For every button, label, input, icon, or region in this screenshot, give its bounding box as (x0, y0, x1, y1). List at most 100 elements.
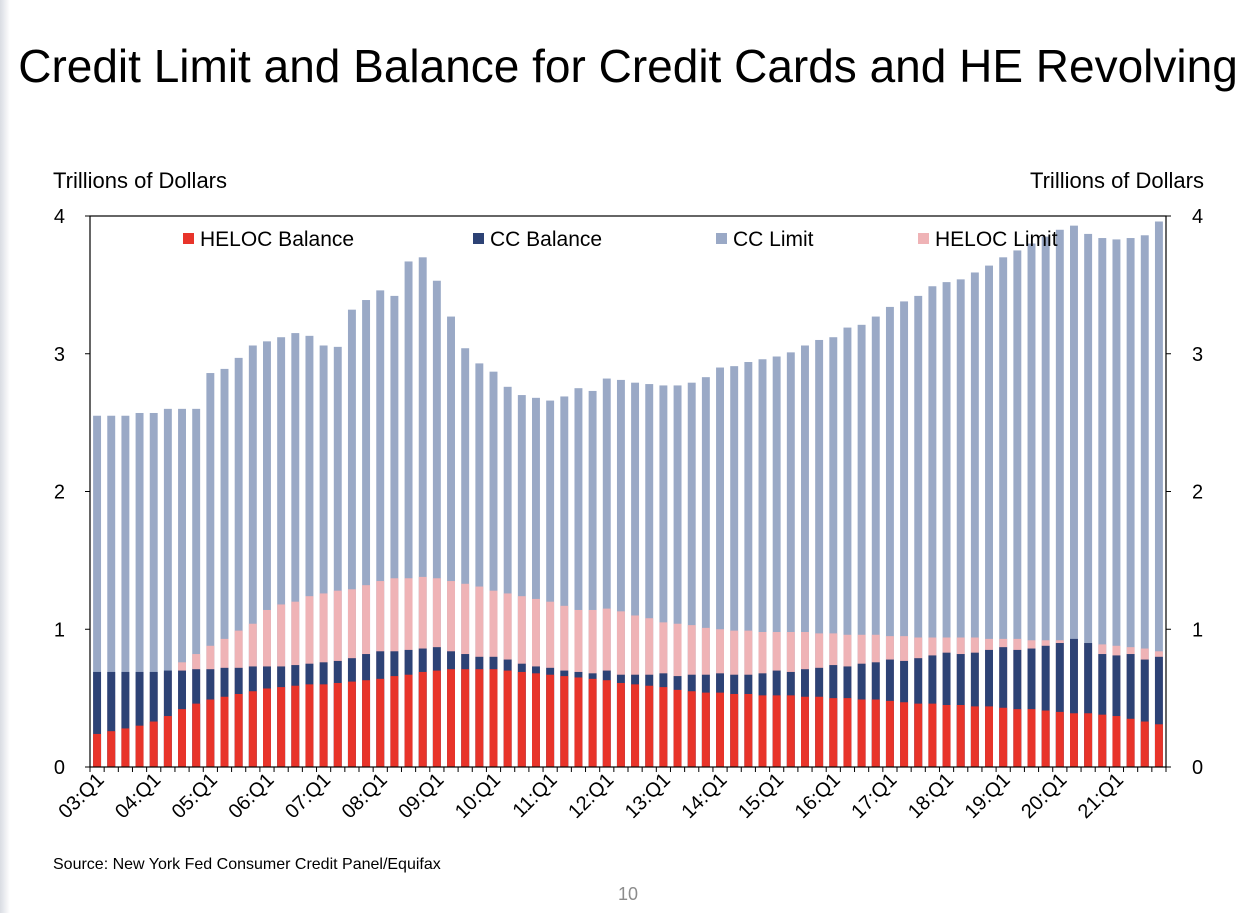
cc-limit-bar (1027, 243, 1036, 768)
heloc-balance-bar (1126, 718, 1135, 767)
cc-balance-bar (1084, 643, 1093, 767)
cc-limit-bar (1041, 236, 1050, 767)
cc-limit-bar (517, 395, 526, 767)
cc-limit-bar (121, 415, 130, 767)
heloc-balance-bar (659, 687, 668, 767)
cc-limit-bar (319, 345, 328, 767)
heloc-balance-bar (701, 692, 710, 767)
cc-limit-bar (574, 388, 583, 767)
cc-limit-bar (503, 386, 512, 767)
x-tick-label: 04:Q1 (111, 769, 165, 823)
x-tick-label: 12:Q1 (564, 769, 618, 823)
x-tick-label: 05:Q1 (168, 769, 222, 823)
legend-swatch (473, 233, 484, 244)
heloc-balance-bar (333, 682, 342, 767)
cc-limit-bar (206, 373, 215, 767)
heloc-balance-bar (829, 698, 838, 768)
heloc-balance-bar (1112, 716, 1121, 767)
heloc-balance-bar (390, 676, 399, 767)
x-tick-label: 07:Q1 (281, 769, 335, 823)
cc-limit-bar (645, 384, 654, 767)
heloc-balance-bar (730, 693, 739, 767)
heloc-balance-bar (744, 693, 753, 767)
heloc-balance-bar (574, 677, 583, 767)
y-tick-label-left: 0 (54, 757, 65, 779)
cc-limit-bar (772, 356, 781, 767)
cc-limit-bar (871, 316, 880, 767)
cc-limit-bar (843, 327, 852, 767)
y-tick-label-right: 3 (1192, 344, 1203, 366)
cc-balance-bar (1126, 654, 1135, 767)
heloc-balance-bar (305, 684, 314, 767)
y-tick-label-left: 2 (54, 482, 65, 504)
heloc-balance-bar (914, 703, 923, 767)
cc-limit-bar (730, 366, 739, 767)
cc-limit-bar (1070, 225, 1078, 767)
heloc-balance-bar (220, 696, 229, 767)
x-tick-label: 17:Q1 (847, 769, 901, 823)
cc-limit-bar (900, 301, 909, 767)
cc-limit-bar (475, 363, 484, 767)
legend-swatch (183, 233, 194, 244)
cc-balance-bar (1013, 649, 1022, 767)
heloc-balance-bar (786, 695, 795, 767)
cc-limit-bar (659, 385, 668, 767)
heloc-balance-bar (1027, 709, 1036, 767)
heloc-balance-bar (1055, 711, 1064, 767)
cc-limit-bar (1126, 238, 1135, 768)
heloc-balance-bar (178, 709, 186, 767)
cc-limit-bar (277, 337, 286, 767)
legend-label: CC Limit (733, 228, 814, 251)
cc-limit-bar (362, 300, 371, 767)
cc-limit-bar (263, 341, 271, 767)
cc-limit-bar (1154, 221, 1163, 767)
cc-limit-bar (447, 316, 455, 767)
heloc-balance-bar (857, 699, 866, 767)
cc-limit-bar (347, 309, 356, 767)
cc-limit-bar (956, 279, 965, 767)
x-tick-label: 11:Q1 (509, 769, 562, 822)
cc-limit-bar (1013, 250, 1022, 767)
heloc-balance-bar (928, 703, 937, 767)
heloc-balance-bar (546, 674, 555, 767)
cc-limit-bar (390, 295, 399, 767)
cc-balance-bar (107, 671, 116, 767)
source-note: Source: New York Fed Consumer Credit Pan… (53, 856, 441, 873)
heloc-balance-bar (121, 728, 130, 767)
heloc-balance-bar (418, 671, 427, 767)
heloc-balance-bar (1154, 724, 1163, 767)
cc-limit-bar (1098, 238, 1107, 768)
heloc-balance-bar (1070, 713, 1078, 767)
heloc-balance-bar (1013, 709, 1022, 767)
cc-balance-bar (1140, 659, 1149, 767)
cc-limit-bar (687, 382, 696, 767)
cc-limit-bar (928, 286, 937, 767)
cc-limit-bar (1084, 233, 1093, 767)
cc-balance-bar (1041, 645, 1050, 767)
cc-limit-bar (461, 348, 470, 767)
heloc-balance-bar (687, 691, 696, 767)
cc-limit-bar (432, 280, 441, 767)
cc-limit-bar (1112, 239, 1121, 768)
heloc-balance-bar (942, 705, 951, 767)
heloc-balance-bar (517, 671, 526, 767)
cc-balance-bar (1027, 648, 1036, 767)
y-tick-label-left: 3 (54, 344, 65, 366)
heloc-balance-bar (815, 696, 824, 767)
heloc-balance-bar (277, 687, 286, 767)
right-axis-unit-label: Trillions of Dollars (1029, 168, 1204, 193)
cc-limit-bar (970, 272, 979, 767)
legend-item: CC Limit (716, 228, 814, 251)
cc-balance-bar (149, 671, 158, 767)
x-tick-label: 14:Q1 (677, 769, 731, 823)
heloc-balance-bar (956, 705, 965, 767)
legend-item: CC Balance (473, 228, 602, 251)
page-edge-shadow (0, 0, 10, 913)
legend-swatch (918, 233, 929, 244)
cc-limit-bar (163, 408, 172, 767)
bars-group (93, 221, 1163, 768)
cc-limit-bar (942, 282, 951, 767)
cc-limit-bar (716, 367, 724, 767)
legend-label: HELOC Limit (935, 228, 1058, 251)
